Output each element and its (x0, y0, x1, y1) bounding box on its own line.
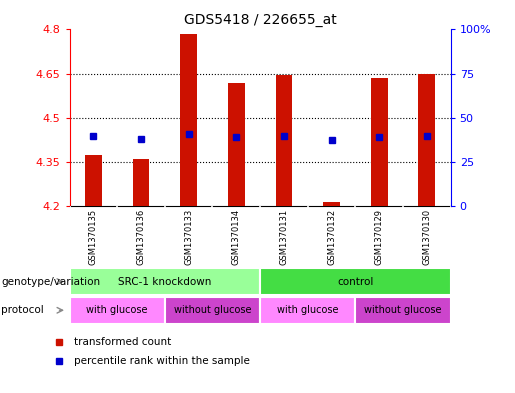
Text: genotype/variation: genotype/variation (1, 277, 100, 286)
Text: with glucose: with glucose (87, 305, 148, 315)
Title: GDS5418 / 226655_at: GDS5418 / 226655_at (184, 13, 336, 27)
Bar (228, 83, 245, 206)
Bar (276, 75, 292, 206)
Text: GSM1370132: GSM1370132 (327, 209, 336, 265)
Text: without glucose: without glucose (174, 305, 251, 315)
Bar (165, 296, 260, 324)
Bar (419, 74, 435, 206)
Bar (133, 159, 149, 206)
Bar (180, 34, 197, 206)
Bar (323, 202, 340, 206)
Text: SRC-1 knockdown: SRC-1 knockdown (118, 277, 212, 286)
Text: GSM1370135: GSM1370135 (89, 209, 98, 265)
Bar (371, 78, 387, 206)
Text: protocol: protocol (1, 305, 44, 315)
Text: with glucose: with glucose (277, 305, 338, 315)
Text: GSM1370134: GSM1370134 (232, 209, 241, 265)
Text: GSM1370131: GSM1370131 (280, 209, 288, 265)
Text: control: control (337, 277, 373, 286)
Text: transformed count: transformed count (74, 336, 171, 347)
Bar (260, 296, 355, 324)
Bar (85, 155, 101, 206)
Bar (355, 296, 451, 324)
Text: GSM1370130: GSM1370130 (422, 209, 431, 265)
Text: GSM1370133: GSM1370133 (184, 209, 193, 265)
Text: GSM1370136: GSM1370136 (136, 209, 145, 265)
Bar (260, 268, 451, 296)
Bar (70, 296, 165, 324)
Text: without glucose: without glucose (364, 305, 442, 315)
Text: percentile rank within the sample: percentile rank within the sample (74, 356, 250, 366)
Text: GSM1370129: GSM1370129 (375, 209, 384, 265)
Bar (70, 268, 260, 296)
